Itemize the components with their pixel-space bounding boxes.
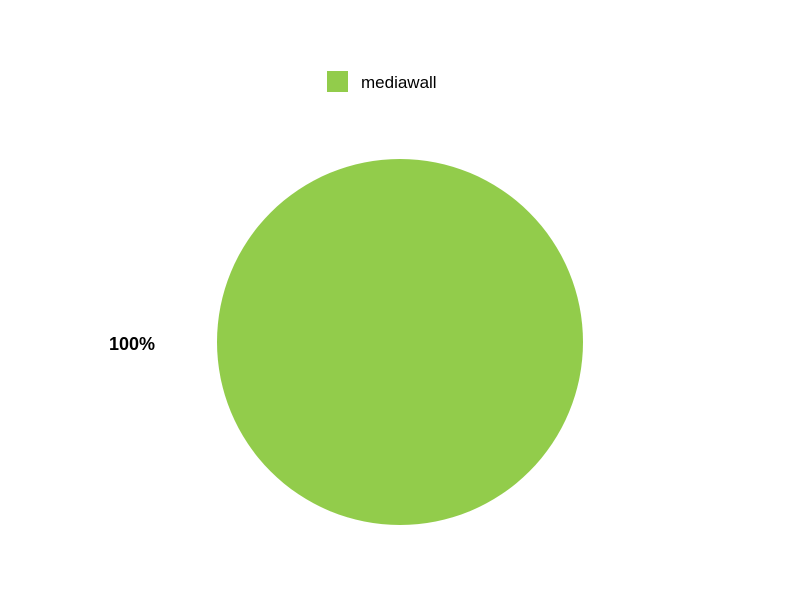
pie-slices bbox=[217, 159, 583, 525]
legend-swatch bbox=[327, 71, 348, 92]
legend-item: mediawall bbox=[327, 71, 437, 92]
slice-percent-label: 100% bbox=[109, 334, 155, 354]
legend-label: mediawall bbox=[361, 73, 437, 92]
legend: mediawall bbox=[327, 71, 437, 92]
pie-slice bbox=[217, 159, 583, 525]
